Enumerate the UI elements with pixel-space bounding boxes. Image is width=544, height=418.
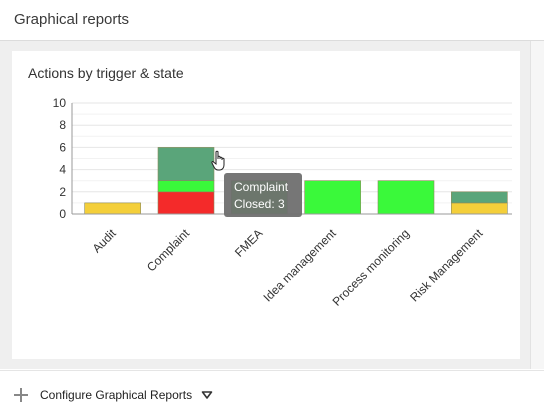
bar-segment[interactable] [157, 180, 215, 193]
configure-label: Configure Graphical Reports [40, 388, 193, 402]
bar-segment[interactable] [451, 191, 508, 204]
bar-segment[interactable] [377, 180, 435, 215]
y-tick-label: 10 [53, 96, 67, 110]
x-tick-label: Audit [90, 226, 120, 256]
y-tick-label: 2 [59, 185, 66, 199]
page-title: Graphical reports [14, 11, 130, 28]
y-tick-label: 0 [59, 207, 66, 221]
x-tick-label: Risk Management [407, 226, 486, 305]
bar-segment[interactable] [84, 202, 141, 215]
bar-segment[interactable] [157, 147, 215, 182]
y-tick-label: 4 [59, 163, 66, 177]
plus-icon [14, 388, 28, 402]
chart-title: Actions by trigger & state [28, 65, 184, 81]
hand-cursor-shape [211, 150, 225, 171]
caret-down-icon[interactable] [201, 390, 213, 400]
x-tick-label: Idea management [260, 226, 339, 305]
hand-cursor-icon [211, 150, 225, 171]
tooltip-category: Complaint [234, 180, 289, 194]
x-tick-label: Process monitoring [330, 226, 413, 309]
scrollbar[interactable] [530, 41, 544, 369]
x-tick-label: FMEA [232, 226, 265, 259]
tooltip-value: Closed: 3 [234, 197, 285, 211]
configure-graphical-reports-button[interactable]: Configure Graphical Reports [14, 385, 213, 405]
chart-card: Actions by trigger & state 0 2 4 6 8 10 Audit C… [12, 51, 520, 359]
footer: Configure Graphical Reports [0, 370, 544, 418]
tooltip-box [224, 173, 302, 217]
bar-segment[interactable] [157, 191, 215, 215]
bar-segment[interactable] [304, 180, 361, 215]
bar-segment[interactable] [451, 202, 508, 215]
y-tick-label: 6 [59, 140, 66, 154]
x-tick-label: Complaint [144, 226, 193, 275]
header: Graphical reports [0, 0, 544, 41]
y-tick-label: 8 [59, 118, 66, 132]
